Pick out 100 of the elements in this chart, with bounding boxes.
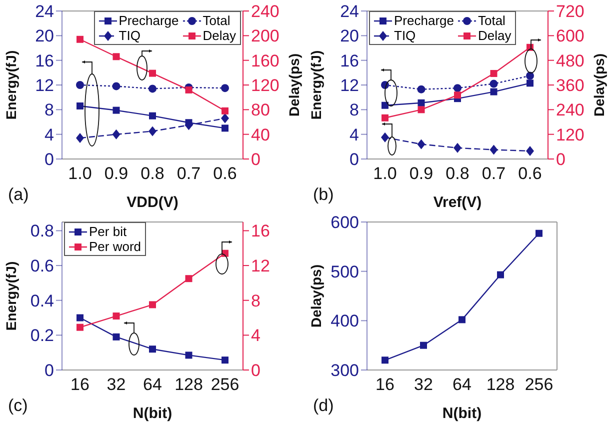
x-tick-label: 0.9 [409,164,434,184]
y2-axis-title: Delay(ps) [286,53,302,117]
y-tick-label: 16 [340,51,359,70]
point [76,133,84,144]
y-tick-label: 0.2 [30,326,54,346]
point [490,144,498,155]
point [490,88,498,96]
y-tick-label: 500 [330,262,359,282]
y-tick-label: 12 [35,76,54,96]
legend-label: TIQ [393,28,417,43]
y-tick-label: 24 [340,2,359,22]
point [112,333,120,340]
y2-tick-label: 80 [251,100,270,120]
point [526,80,534,87]
y2-tick-label: 0 [556,150,566,170]
y2-tick-label: 480 [556,51,584,70]
text: (d) [313,396,334,416]
point [382,356,388,364]
legend-label: TIQ [118,28,142,43]
y-axis-title: Energy(fJ) [308,50,324,120]
point [148,84,156,93]
y2-tick-label: 160 [251,51,280,70]
y-tick-label: 0.4 [30,291,54,310]
y2-tick-label: 12 [251,256,270,276]
y-tick-label: 20 [340,26,359,46]
x-tick-label: 0.7 [482,164,506,184]
point [418,106,425,114]
point [112,312,120,320]
x-tick-label: 32 [106,375,126,394]
point [185,86,192,94]
x-tick-label: 64 [452,375,472,394]
point [149,346,156,353]
y-axis-title: Delay(ps) [308,264,324,328]
point [417,139,426,150]
y-tick-label: 0 [44,150,54,170]
point [222,356,228,364]
point [454,84,462,92]
y-axis-title: Energy(fJ) [2,261,19,331]
point [381,132,389,142]
y2-axis-title: Delay(ps) [590,53,607,117]
y-tick-label: 0 [44,361,54,380]
y2-tick-label: 4 [251,326,260,346]
y-tick-label: 600 [330,213,359,232]
x-tick-label: 1.0 [68,164,92,184]
text: (b) [313,185,334,205]
x-tick-label: 0.7 [176,164,201,184]
y2-tick-label: 360 [556,76,584,96]
y2-tick-label: 720 [556,2,584,22]
point [149,70,156,77]
point [185,275,192,282]
point [76,324,84,331]
y2-tick-label: 240 [556,100,584,120]
y-tick-label: 0.6 [30,256,54,276]
x-tick-label: 0.9 [104,164,128,184]
y2-tick-label: 200 [251,26,280,46]
point [490,80,498,88]
legend-label: Total [202,13,232,28]
point [76,102,84,110]
y2-tick-label: 0 [251,361,260,380]
x-tick-label: 128 [174,375,203,394]
y-axis-title: Energy(fJ) [2,50,19,120]
y-tick-label: 12 [340,76,359,96]
x-tick-label: 0.6 [518,164,542,184]
y2-tick-label: 40 [251,125,270,144]
y-tick-label: 8 [44,100,54,120]
point [148,126,156,136]
y2-tick-label: 120 [251,76,280,96]
x-tick-label: 0.8 [140,164,164,184]
y2-tick-label: 16 [251,222,270,241]
point [76,81,84,89]
y-tick-label: 16 [35,51,54,70]
point [221,113,229,124]
x-tick-label: 0.6 [213,164,237,184]
point [382,102,388,109]
y-tick-label: 300 [330,361,359,380]
point [112,129,120,140]
legend-label: Total [476,13,506,28]
point [222,107,228,114]
point [418,99,425,106]
legend-label: Delay [476,28,512,43]
legend-label: Per bit [88,224,128,239]
point [185,352,192,359]
x-tick-label: 256 [524,375,554,394]
point [454,142,462,153]
y-tick-label: 0 [350,150,359,170]
point [382,114,388,122]
x-tick-label: 16 [70,375,90,394]
y-tick-label: 4 [350,125,359,144]
y-tick-label: 24 [35,2,54,22]
x-axis-title: N(bit) [132,405,172,422]
y-tick-label: 0.8 [30,222,54,241]
y2-tick-label: 600 [556,26,584,46]
y2-tick-label: 120 [556,125,584,144]
y-tick-label: 400 [330,312,359,331]
point [458,316,466,324]
legend-label: Per word [88,239,142,254]
point [490,70,498,77]
point [76,36,84,43]
legend-label: Precharge [393,13,454,28]
x-tick-label: 16 [376,375,394,394]
